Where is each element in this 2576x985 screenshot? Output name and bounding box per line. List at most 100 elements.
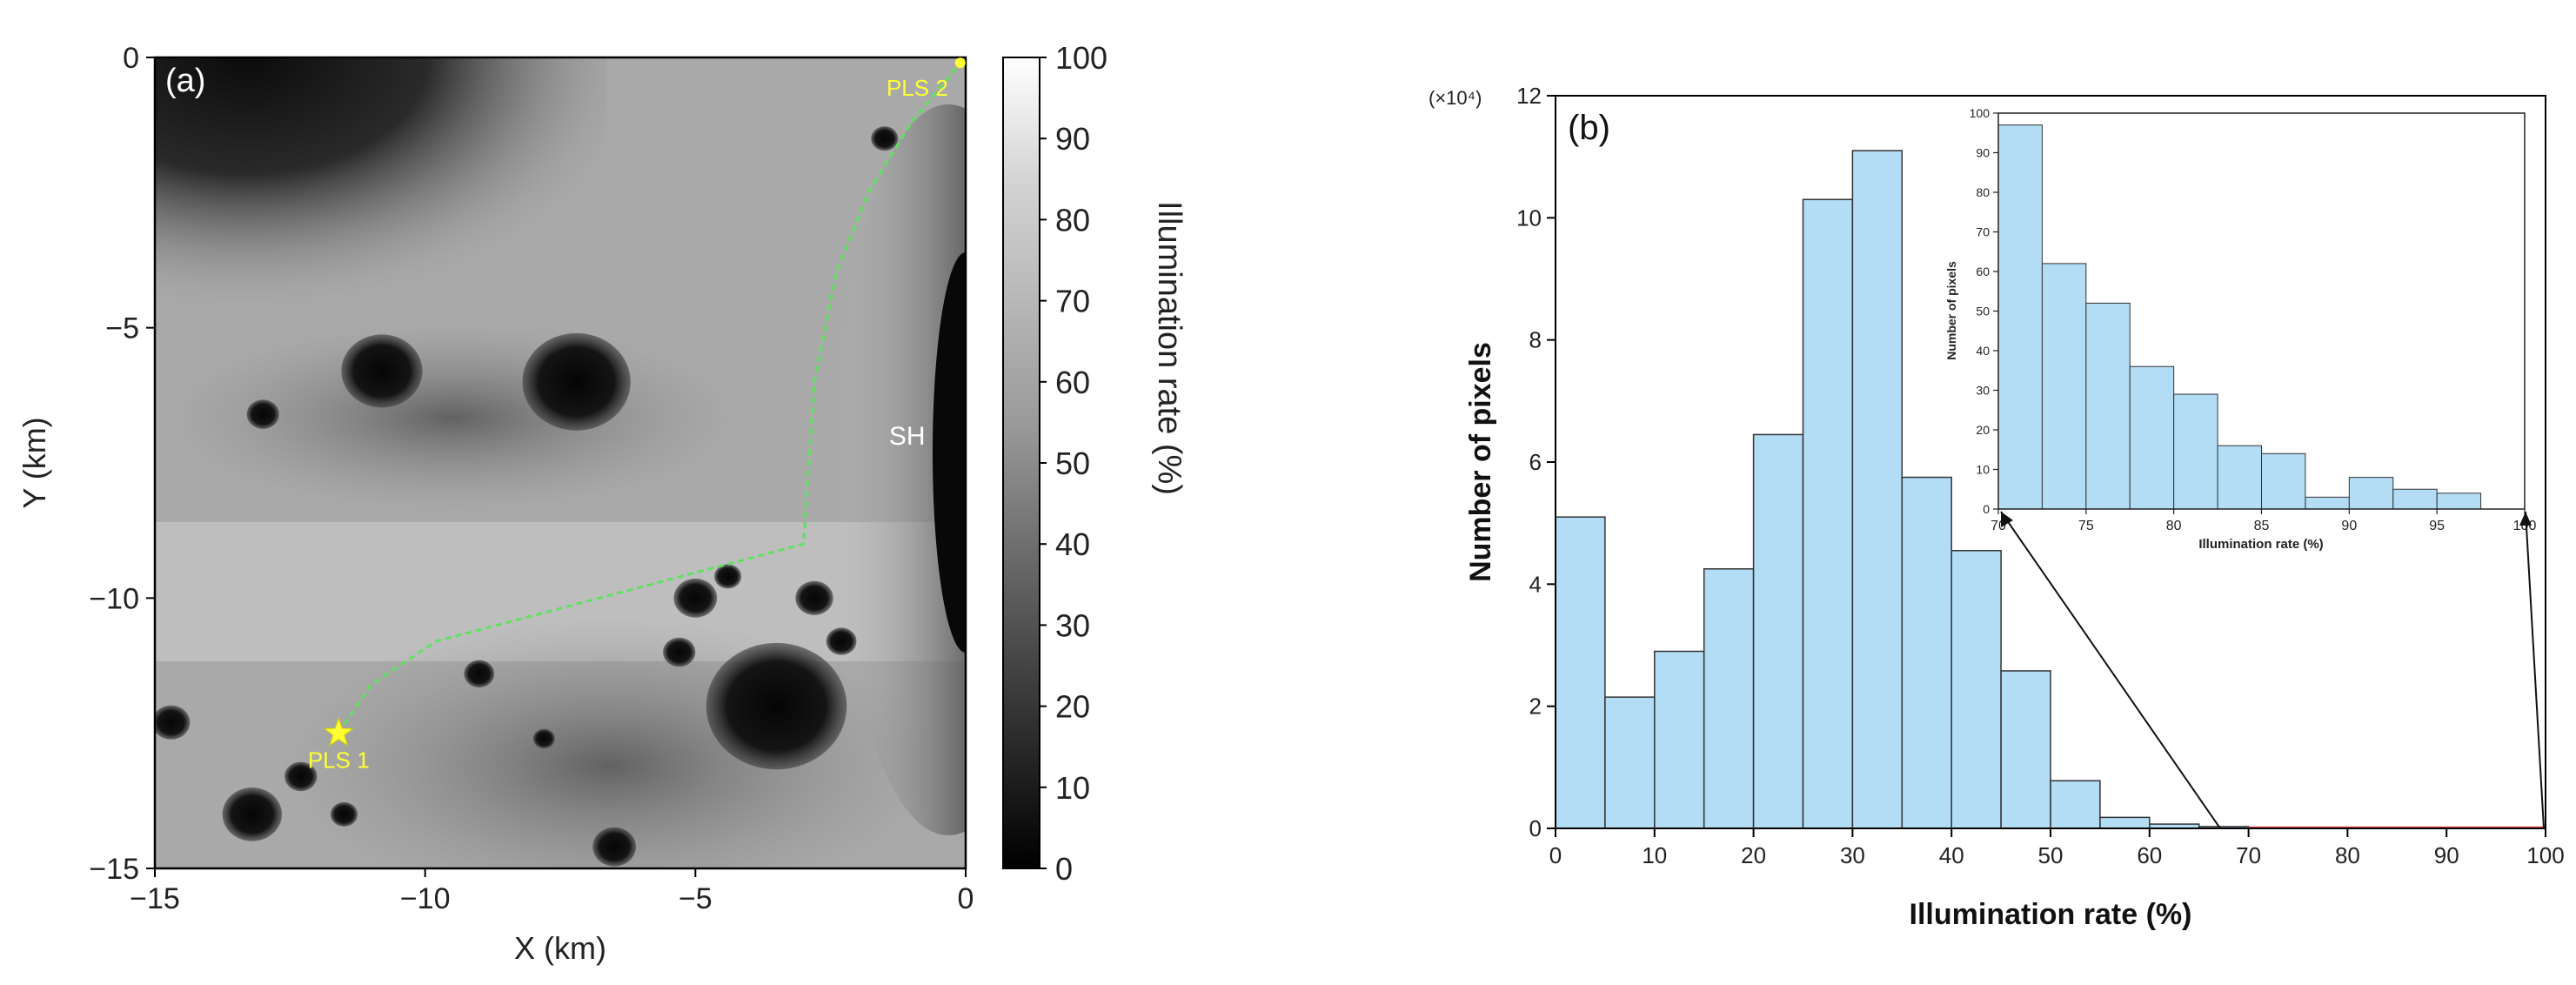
map-y-tick-label: −10 (89, 582, 139, 615)
inset-y-tick-label: 100 (1970, 106, 1991, 120)
inset-y-tick-label: 70 (1976, 225, 1990, 239)
map-x-tick-label: −5 (679, 882, 713, 915)
map-y-axis-label: Y (km) (17, 417, 52, 508)
inset-bar (1997, 124, 2043, 510)
inset-x-tick-label: 80 (2166, 519, 2182, 533)
inset-y-tick-label: 10 (1976, 463, 1990, 477)
inset-bar (2261, 452, 2306, 510)
colorbar-tick-label: 50 (1055, 446, 1090, 481)
inset-y-tick-label: 60 (1976, 265, 1990, 278)
craters (155, 126, 899, 867)
histogram-y-tick-label: 6 (1529, 449, 1542, 475)
inset-bar (2217, 445, 2262, 510)
pls2-marker (954, 57, 966, 69)
pls2-label: PLS 2 (887, 75, 948, 101)
zoom-arrow-left (2000, 511, 2221, 829)
crater (826, 627, 857, 655)
colorbar-tick-label: 90 (1055, 121, 1090, 157)
colorbar-tick-label: 0 (1055, 851, 1073, 887)
histogram-x-tick-label: 40 (1939, 842, 1964, 868)
crater (663, 637, 696, 667)
map-axis-ticks: −15 −10 −5 0 0 −5 −10 −15 (89, 42, 974, 915)
colorbar: 0 10 20 30 40 50 60 70 80 90 100 Illumination rate… (1002, 40, 1188, 887)
panel-a-label: (a) (165, 63, 205, 99)
crater (222, 787, 283, 841)
colorbar-tick-label: 60 (1055, 365, 1090, 400)
histogram-x-tick-label: 100 (2526, 842, 2564, 868)
zoom-arrow-right (2525, 511, 2545, 829)
inset-bar (2348, 477, 2394, 510)
map-frame (153, 56, 967, 870)
colorbar-tick-label: 70 (1055, 284, 1090, 319)
inset-bar (2041, 263, 2087, 510)
shadow-top-left (155, 57, 607, 345)
sh-shadow (933, 252, 966, 653)
inset-x-tick-label: 75 (2078, 519, 2094, 533)
histogram-x-tick-label: 0 (1549, 842, 1562, 868)
pls1-star-marker (323, 717, 354, 747)
map-y-tick-label: 0 (123, 42, 139, 75)
inset-bar (2305, 496, 2350, 510)
multiplier-label: (×10⁴) (1429, 87, 1482, 109)
histogram-x-tick-label: 90 (2434, 842, 2459, 868)
crater (341, 334, 423, 408)
histogram-x-tick-label: 30 (1840, 842, 1865, 868)
inset-bar (2436, 492, 2482, 510)
sh-label: SH (889, 422, 926, 451)
crater (592, 827, 636, 867)
inset-y-tick-label: 90 (1976, 146, 1990, 160)
panel-b-label: (b) (1568, 109, 1610, 147)
crater (714, 564, 742, 589)
inset-y-tick-label: 50 (1976, 305, 1990, 318)
traverse-route (338, 62, 961, 734)
histogram-y-tick-label: 12 (1516, 83, 1542, 109)
crater (871, 126, 899, 151)
histogram-x-tick-label: 10 (1642, 842, 1667, 868)
histogram-y-tick-label: 4 (1529, 571, 1542, 597)
inset-x-tick-label: 90 (2341, 519, 2357, 533)
zoom-arrow-right-head (2519, 512, 2532, 526)
histogram-bar (1654, 650, 1705, 829)
colorbar-gradient (1002, 57, 1040, 869)
inset-bars (1997, 124, 2482, 510)
histogram-bar (1555, 516, 1606, 829)
colorbar-tick-label: 80 (1055, 202, 1090, 238)
histogram-bar (1851, 150, 1904, 829)
histogram-y-tick-label: 8 (1529, 327, 1542, 353)
inset-bar (2129, 365, 2175, 510)
crater (246, 399, 279, 429)
histogram-x-tick-label: 20 (1741, 842, 1766, 868)
colorbar-ticks: 0 10 20 30 40 50 60 70 80 90 100 (1040, 40, 1107, 887)
colorbar-tick-label: 100 (1055, 40, 1107, 76)
inset-y-tick-label: 20 (1976, 423, 1990, 437)
colorbar-tick-label: 40 (1055, 526, 1090, 562)
crater (330, 801, 358, 827)
colorbar-tick-label: 20 (1055, 689, 1090, 725)
colorbar-tick-label: 30 (1055, 607, 1090, 643)
crater (706, 642, 847, 770)
histogram-bar (1901, 476, 1952, 829)
crater (284, 761, 318, 792)
histogram-bar (1604, 696, 1656, 829)
histogram-bar (1752, 433, 1804, 829)
inset-bar (2392, 488, 2438, 510)
map-x-tick-label: −10 (400, 882, 451, 915)
histogram-x-tick-label: 80 (2335, 842, 2360, 868)
inset-x-tick-label: 85 (2254, 519, 2270, 533)
colorbar-tick-label: 10 (1055, 770, 1090, 806)
histogram-y-axis-label: Number of pixels (1464, 342, 1497, 582)
inset-x-axis-label: Illumination rate (%) (2198, 537, 2323, 552)
inset-y-tick-label: 40 (1976, 344, 1990, 358)
inset-bar (2085, 302, 2131, 510)
crater (795, 580, 833, 615)
histogram-bar (2050, 780, 2101, 829)
inset-x-tick-label: 95 (2429, 519, 2445, 533)
crater (532, 728, 555, 749)
inset-y-tick-label: 30 (1976, 384, 1990, 398)
map-y-tick-label: −5 (105, 312, 139, 345)
histogram-x-axis-label: Illumination rate (%) (1910, 898, 2192, 931)
